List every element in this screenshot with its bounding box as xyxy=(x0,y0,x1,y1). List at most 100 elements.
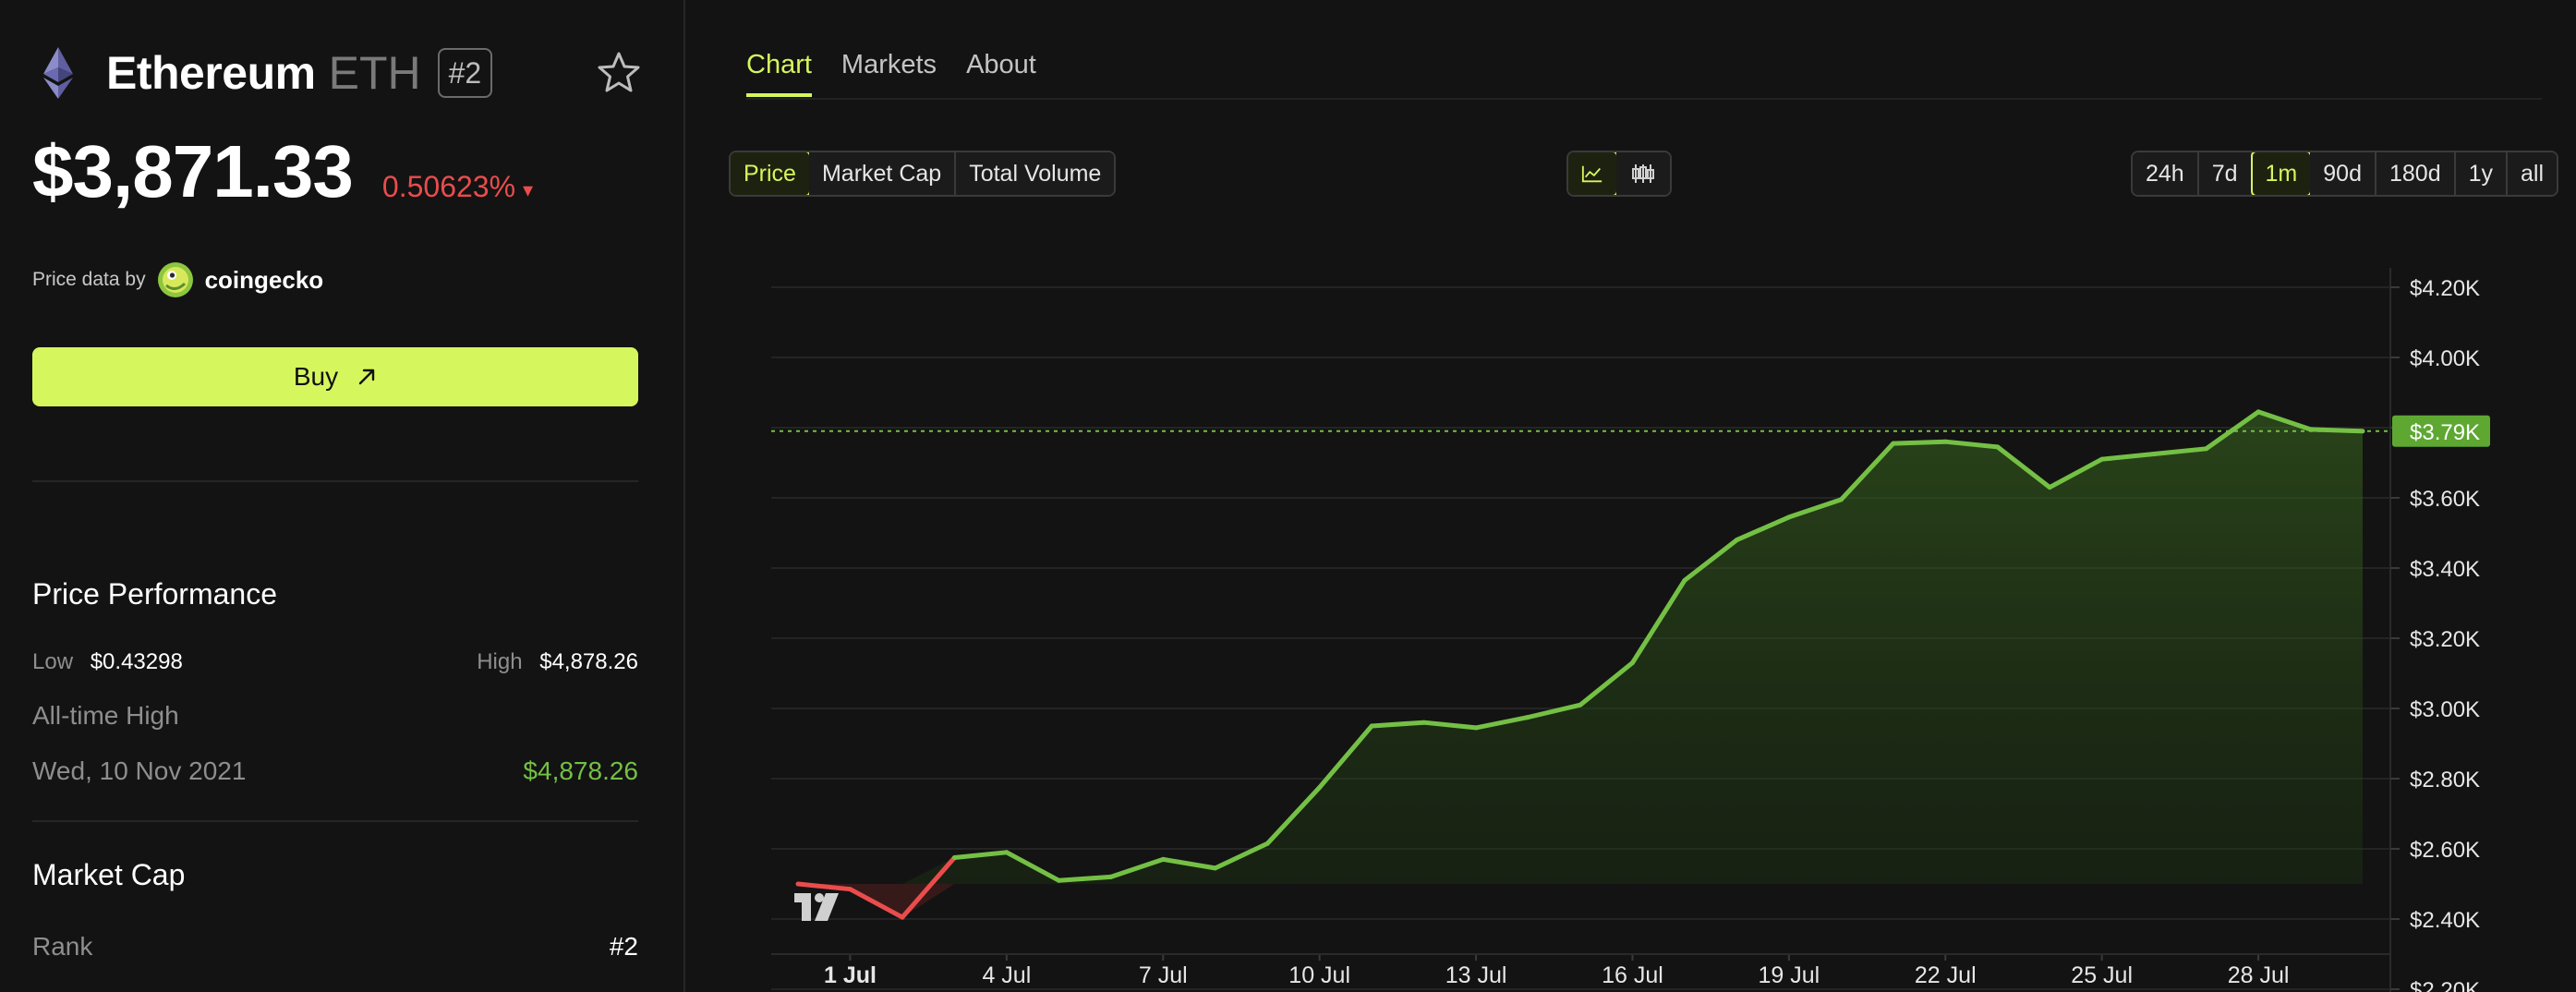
price-line-segment xyxy=(1838,441,1896,502)
price-data-attribution: Price data by coingecko xyxy=(32,261,323,298)
favorite-star-icon[interactable] xyxy=(596,50,642,96)
price-performance-title: Price Performance xyxy=(32,577,277,611)
coin-header: Ethereum ETH #2 xyxy=(32,41,642,105)
rank-badge: #2 xyxy=(437,48,493,98)
time-range-selector: 24h 7d 1m 90d 180d 1y all xyxy=(2131,151,2559,197)
x-tick-label: 19 Jul xyxy=(1759,962,1820,988)
current-price-badge xyxy=(2392,415,2490,447)
coin-symbol: ETH xyxy=(328,47,421,99)
price-line-segment xyxy=(1317,723,1374,790)
tradingview-watermark-icon xyxy=(794,893,839,921)
price-row: $3,871.33 0.50623% ▾ xyxy=(32,129,533,214)
tabs-underline xyxy=(746,98,2542,100)
price-line-segment xyxy=(2151,446,2209,456)
ath-label-row: All-time High xyxy=(32,699,638,732)
range-all-button[interactable]: all xyxy=(2508,152,2558,195)
high-value: $4,878.26 xyxy=(539,649,638,674)
metric-price-button[interactable]: Price xyxy=(731,152,811,195)
tab-chart[interactable]: Chart xyxy=(746,50,812,97)
y-axis: $2.20K $2.40K $2.60K $2.80K $3.00K $3.20K $3.4… xyxy=(2410,276,2480,992)
ath-label: All-time High xyxy=(32,701,179,730)
rank-value: #2 xyxy=(609,932,638,961)
range-24h-button[interactable]: 24h xyxy=(2133,152,2199,195)
divider xyxy=(32,480,638,482)
y-tick-label: $2.40K xyxy=(2410,908,2480,933)
price-chart-svg[interactable]: $2.20K $2.40K $2.60K $2.80K $3.00K $3.20K $3.4… xyxy=(730,222,2576,992)
line-chart-icon xyxy=(1581,165,1602,183)
price-line-segment xyxy=(900,855,957,920)
market-cap-title: Market Cap xyxy=(32,858,186,891)
price-line-segment xyxy=(1942,439,2001,450)
tab-markets[interactable]: Markets xyxy=(841,50,937,79)
x-tick-label: 22 Jul xyxy=(1915,962,1977,988)
y-tick-label: $3.40K xyxy=(2410,557,2480,582)
price-change-percent: 0.50623% xyxy=(381,170,516,203)
x-axis: 1 Jul 4 Jul 7 Jul 10 Jul 13 Jul 16 Jul 19 Jul 2… xyxy=(824,962,2289,988)
down-arrow-icon: ▾ xyxy=(523,178,534,201)
coin-info-panel: Ethereum ETH #2 $3,871.33 0.50623% ▾ Pri… xyxy=(0,0,683,992)
rank-label: Rank xyxy=(32,932,93,961)
coingecko-logo-icon[interactable] xyxy=(157,261,194,298)
x-tick-label: 28 Jul xyxy=(2228,962,2290,988)
y-tick-label: $2.60K xyxy=(2410,838,2480,863)
price-data-label: Price data by xyxy=(32,269,146,290)
range-1y-button[interactable]: 1y xyxy=(2455,152,2509,195)
y-tick-label: $2.20K xyxy=(2410,978,2480,992)
y-tick-label: $4.20K xyxy=(2410,276,2480,301)
ath-row: Wed, 10 Nov 2021 $4,878.26 xyxy=(32,755,638,788)
price-line-segment xyxy=(847,887,905,920)
line-chart-button[interactable] xyxy=(1568,152,1618,195)
tab-about[interactable]: About xyxy=(966,50,1036,79)
chart-area xyxy=(798,411,2363,918)
price-line-segment xyxy=(1578,660,1635,708)
range-90d-button[interactable]: 90d xyxy=(2310,152,2376,195)
ath-date: Wed, 10 Nov 2021 xyxy=(32,756,247,785)
range-7d-button[interactable]: 7d xyxy=(2198,152,2253,195)
range-180d-button[interactable]: 180d xyxy=(2376,152,2456,195)
price-line-segment xyxy=(1995,444,2052,490)
y-tick-label: $4.00K xyxy=(2410,346,2480,371)
divider xyxy=(32,820,638,822)
price-line-segment xyxy=(1056,874,1114,883)
x-tick-label: 25 Jul xyxy=(2071,962,2133,988)
price-line-segment xyxy=(1004,850,1061,883)
price-area-below-fill xyxy=(798,884,2363,918)
price-line-segment xyxy=(1369,720,1427,729)
buy-button[interactable]: Buy xyxy=(32,347,638,406)
x-tick-label: 7 Jul xyxy=(1139,962,1188,988)
price-line-segment xyxy=(1682,538,1739,583)
range-1m-button[interactable]: 1m xyxy=(2250,152,2313,195)
x-tick-label: 13 Jul xyxy=(1445,962,1507,988)
low-label: Low xyxy=(32,649,74,674)
price-line-segment xyxy=(951,850,1010,860)
chart-line xyxy=(795,409,2365,920)
price-chart[interactable]: $2.20K $2.40K $2.60K $2.80K $3.00K $3.20K $3.4… xyxy=(730,222,2576,992)
price-area-fill xyxy=(798,411,2363,884)
high-label: High xyxy=(477,649,523,674)
current-price-badge-label: $3.79K xyxy=(2410,420,2480,445)
rank-row: Rank #2 xyxy=(32,930,638,963)
chart-style-selector xyxy=(1566,151,1672,197)
price-line-segment xyxy=(1160,856,1218,871)
price-line-segment xyxy=(1734,514,1792,543)
buy-button-label: Buy xyxy=(293,362,339,391)
content-tabs: Chart Markets About xyxy=(746,50,1066,97)
candlestick-chart-button[interactable] xyxy=(1616,152,1670,195)
price-line-segment xyxy=(2099,452,2157,462)
metric-total-volume-button[interactable]: Total Volume xyxy=(956,152,1115,195)
coin-name: Ethereum xyxy=(106,47,316,99)
price-line-segment xyxy=(1629,577,1687,666)
panel-divider xyxy=(683,0,685,992)
provider-name[interactable]: coingecko xyxy=(204,265,324,294)
y-tick-label: $2.80K xyxy=(2410,768,2480,792)
price-line-segment xyxy=(1108,856,1166,879)
price-line-segment xyxy=(1891,439,1948,446)
y-tick-label: $3.00K xyxy=(2410,697,2480,722)
arrow-up-right-icon xyxy=(358,369,375,385)
current-price-marker: $3.79K xyxy=(771,415,2490,447)
price-line-segment xyxy=(1213,841,1270,871)
price-line-segment xyxy=(1786,497,1844,520)
x-tick-label: 16 Jul xyxy=(1602,962,1663,988)
metric-market-cap-button[interactable]: Market Cap xyxy=(808,152,957,195)
price-line-segment xyxy=(795,881,853,892)
